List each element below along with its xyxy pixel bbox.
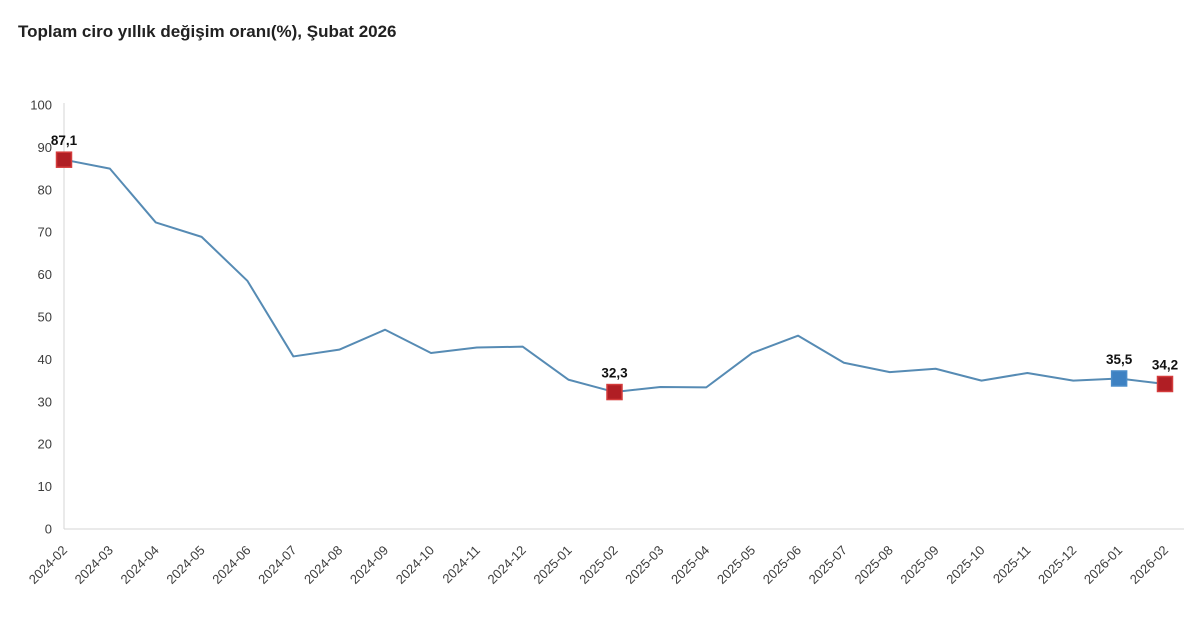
y-tick-label: 90 (38, 140, 52, 155)
data-point-marker-2026-01[interactable] (1110, 370, 1128, 387)
x-tick-label: 2025-04 (668, 543, 712, 587)
x-tick-label: 2024-09 (347, 543, 391, 587)
x-tick-label: 2026-01 (1081, 543, 1125, 587)
y-tick-label: 20 (38, 437, 52, 452)
x-tick-label: 2025-07 (806, 543, 850, 587)
x-tick-label: 2025-03 (622, 543, 666, 587)
y-tick-label: 70 (38, 225, 52, 240)
data-point-marker-2024-02[interactable] (55, 151, 73, 168)
y-tick-label: 50 (38, 310, 52, 325)
y-tick-label: 10 (38, 479, 52, 494)
x-tick-label: 2025-09 (897, 543, 941, 587)
x-tick-label: 2025-10 (943, 543, 987, 587)
data-point-label-2026-02: 34,2 (1152, 357, 1178, 372)
y-tick-label: 0 (45, 522, 52, 537)
x-tick-label: 2024-02 (26, 543, 70, 587)
x-tick-label: 2024-06 (209, 543, 253, 587)
x-tick-label: 2025-12 (1035, 543, 1079, 587)
x-tick-label: 2024-12 (485, 543, 529, 587)
y-tick-label: 100 (30, 98, 52, 113)
chart-title: Toplam ciro yıllık değişim oranı(%), Şub… (18, 22, 397, 41)
x-tick-label: 2024-10 (393, 543, 437, 587)
x-tick-label: 2024-03 (72, 543, 116, 587)
y-tick-label: 60 (38, 267, 52, 282)
x-tick-label: 2024-11 (439, 543, 483, 587)
data-point-marker-2025-02[interactable] (606, 383, 623, 401)
y-tick-label: 80 (38, 182, 52, 197)
x-tick-label: 2024-08 (301, 543, 345, 587)
data-point-marker-2026-02[interactable] (1156, 375, 1174, 393)
x-tick-label: 2025-11 (990, 543, 1034, 587)
x-tick-label: 2025-01 (530, 543, 574, 587)
data-point-label-2026-01: 35,5 (1106, 352, 1133, 367)
x-tick-label: 2026-02 (1127, 543, 1171, 587)
x-tick-label: 2025-06 (760, 543, 804, 587)
x-tick-label: 2025-02 (576, 543, 620, 587)
y-tick-label: 30 (38, 394, 52, 409)
data-point-label-2024-02: 87,1 (51, 133, 78, 148)
x-tick-label: 2024-04 (118, 543, 162, 587)
data-point-label-2025-02: 32,3 (601, 366, 628, 381)
x-tick-label: 2025-05 (714, 543, 758, 587)
y-tick-label: 40 (38, 352, 52, 367)
x-tick-label: 2024-07 (255, 543, 299, 587)
x-tick-label: 2024-05 (163, 543, 207, 587)
series-line (63, 158, 1166, 394)
x-tick-label: 2025-08 (852, 543, 896, 587)
